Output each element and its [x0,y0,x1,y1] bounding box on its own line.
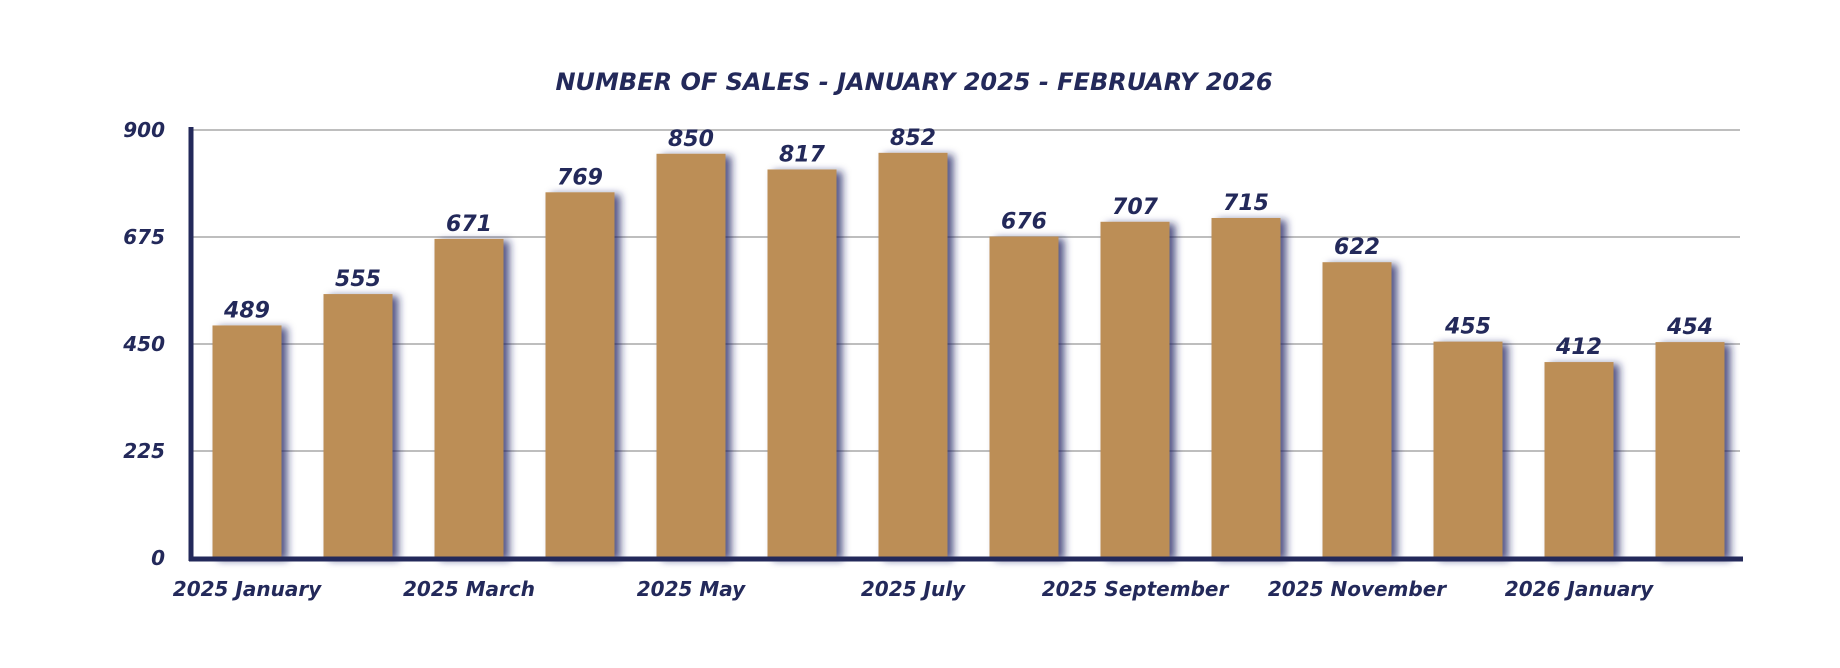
x-tick-label: 2025 May [637,577,746,601]
bar [545,192,615,558]
data-label: 454 [1666,315,1713,340]
bar [767,169,837,558]
bar [1211,217,1281,558]
bar [1433,341,1503,558]
y-tick-label: 450 [122,332,165,356]
data-label: 817 [779,142,826,167]
bar [878,152,948,558]
data-label: 676 [1001,210,1047,235]
y-tick-label: 225 [123,439,165,463]
x-tick-label: 2026 January [1505,577,1654,601]
bar [323,294,393,558]
bar [989,236,1059,558]
data-label: 455 [1444,315,1491,340]
data-label: 715 [1223,191,1269,216]
x-tick-label: 2025 November [1268,577,1447,601]
data-label: 671 [446,212,492,237]
x-tick-label: 2025 September [1042,577,1230,601]
x-axis-ticks: 2025 January 2025 March 2025 May 2025 July 2… [173,577,1654,601]
bar [1100,221,1170,558]
y-tick-label: 900 [123,118,165,142]
bar [212,325,282,558]
y-tick-label: 0 [151,546,165,570]
y-tick-label: 675 [123,225,165,249]
y-axis-ticks: 0 225 450 675 900 [122,118,165,570]
x-tick-label: 2025 July [861,577,966,601]
x-tick-label: 2025 January [173,577,322,601]
data-labels: 489 555 671 769 850 817 852 676 707 715 622 455 412 4… [223,126,1713,360]
data-label: 412 [1555,335,1602,360]
bar [434,238,504,558]
bar [1544,362,1614,558]
bar [1655,342,1725,558]
data-label: 707 [1112,195,1159,220]
data-label: 852 [890,126,936,151]
bar [1322,262,1392,558]
bars [212,152,1725,558]
data-label: 555 [335,267,381,292]
x-tick-label: 2025 March [403,577,535,601]
data-label: 489 [223,298,270,323]
chart-title: NUMBER OF SALES - JANUARY 2025 - FEBRUAR… [555,68,1272,96]
data-label: 850 [668,127,714,152]
data-label: 769 [557,165,603,190]
bar [656,153,726,558]
data-label: 622 [1334,235,1380,260]
gridlines [191,129,1740,452]
